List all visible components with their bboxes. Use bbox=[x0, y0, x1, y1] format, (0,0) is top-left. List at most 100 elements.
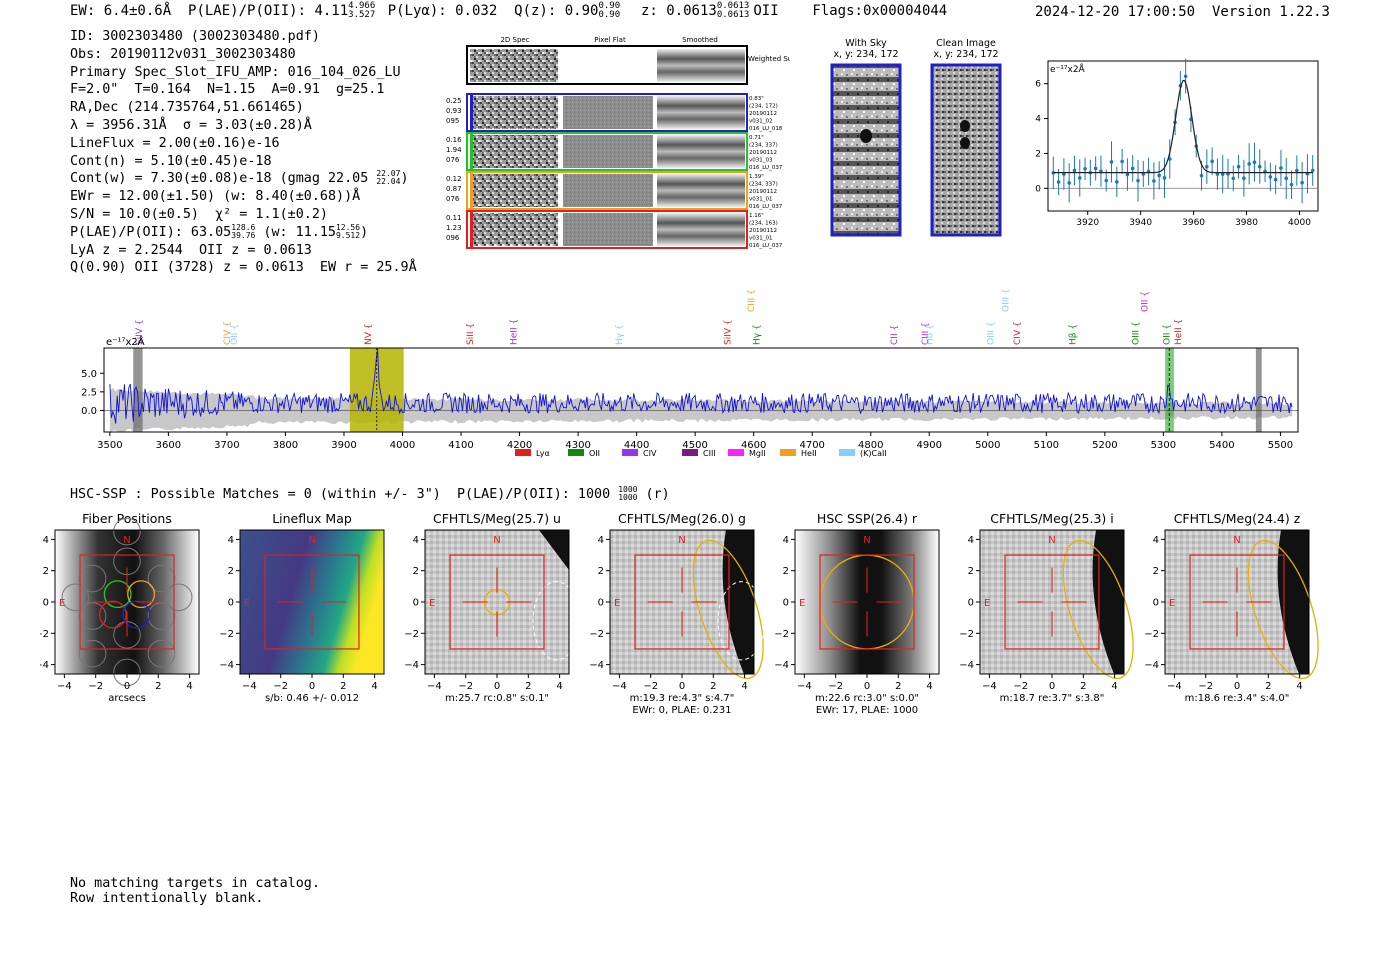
legend-label: CIII bbox=[703, 449, 716, 458]
thumb-xtick-label: −2 bbox=[1198, 681, 1213, 692]
zoom-xtick-label: 3940 bbox=[1129, 218, 1152, 228]
clean-source-2 bbox=[960, 137, 970, 149]
cutout-right-label: 0.71" bbox=[749, 135, 764, 141]
thumb-xtick-label: −4 bbox=[242, 681, 257, 692]
info-obs: Obs: 20190112v031_3002303480 bbox=[70, 46, 296, 62]
with-sky-xy: x, y: 234, 172 bbox=[833, 49, 899, 60]
bright-source bbox=[722, 530, 754, 674]
spectrum-xtick-label: 4500 bbox=[682, 440, 707, 451]
fiber-circle bbox=[113, 658, 141, 687]
zoom-point bbox=[1051, 171, 1056, 175]
cutout-right-label: v031_01 bbox=[749, 236, 773, 242]
cutout-smooth bbox=[657, 174, 745, 207]
spectrum-ytick-label: 0.0 bbox=[81, 406, 97, 417]
zoom-xtick-label: 3960 bbox=[1182, 218, 1205, 228]
cutout-left-label: 076 bbox=[446, 195, 460, 203]
bright-source bbox=[539, 530, 569, 570]
thumb-ytick-label: −4 bbox=[40, 660, 49, 671]
cutout-flat bbox=[563, 213, 653, 246]
cutout-right-label: 016_LU_037 bbox=[749, 243, 783, 249]
north-label: N bbox=[308, 535, 315, 546]
zoom-ytick-label: 6 bbox=[1035, 80, 1041, 90]
emission-line-label: OIII { bbox=[1131, 321, 1141, 345]
emission-line-name: OII { bbox=[230, 324, 240, 345]
cutout-left-label: 0.11 bbox=[446, 214, 462, 222]
thumbnail-panel: CFHTLS/Meg(26.0) g N E −4 −4 −2 −2 0 0 2 2 4 4 m:19.3… bbox=[589, 511, 766, 716]
spectrum-xtick-label: 4000 bbox=[390, 440, 415, 451]
legend-item: CIII bbox=[682, 449, 716, 458]
thumb-xtick-label: 4 bbox=[926, 681, 932, 692]
emission-line-label: Hγ { bbox=[753, 324, 763, 345]
emission-line-label: HeII { bbox=[1174, 319, 1184, 345]
hsc-range: 1000 1000 bbox=[618, 485, 638, 502]
emission-line-label: SiIV { bbox=[135, 319, 145, 345]
cutouts-panel: 2D Spec Pixel Flat Smoothed Weighted Sum… bbox=[446, 36, 790, 249]
zoom-point bbox=[1115, 180, 1119, 184]
thumb-xtick-label: −2 bbox=[273, 681, 288, 692]
info-lineflux: LineFlux = 2.00(±0.16)e-16 bbox=[70, 135, 280, 151]
thumb-ytick-label: −4 bbox=[774, 660, 789, 671]
info-lya: LyA z = 2.2544 OII z = 0.0613 bbox=[70, 242, 312, 258]
thumb-xtick-label: 2 bbox=[1080, 681, 1086, 692]
emission-line-name: CIV { bbox=[223, 321, 233, 345]
thumb-xtick-label: −4 bbox=[982, 681, 997, 692]
thumbnail-caption-2: EWr: 17, PLAE: 1000 bbox=[816, 705, 918, 716]
clean-title: Clean Image bbox=[936, 38, 996, 49]
cutout-flat bbox=[563, 96, 653, 129]
spectrum-plot: SiIV {CIV {OII {NV {SiII {HeII {Hγ {SiIV… bbox=[81, 288, 1299, 458]
thumb-ytick-label: −2 bbox=[1144, 629, 1159, 640]
emission-line-name: CII { bbox=[890, 325, 900, 345]
emission-line-name: Hγ { bbox=[615, 324, 625, 345]
thumb-ytick-label: −2 bbox=[404, 629, 419, 640]
bright-source bbox=[1092, 530, 1124, 674]
spectrum-xtick-label: 4100 bbox=[448, 440, 473, 451]
east-label: E bbox=[614, 598, 620, 609]
thumb-ytick-label: 0 bbox=[413, 598, 419, 609]
thumb-ytick-label: −4 bbox=[1144, 660, 1159, 671]
emission-line-name: CIII { bbox=[921, 322, 931, 345]
cutout-right-label: v031_03 bbox=[749, 158, 773, 164]
thumbnail-panel: CFHTLS/Meg(25.3) i N E −4 −4 −2 −2 0 0 2 2 4 4 m:18.7… bbox=[959, 511, 1134, 704]
fiber-circle bbox=[147, 639, 176, 668]
plae-w-range: 12.56 9.512 bbox=[335, 222, 361, 240]
thumb-ytick-label: 2 bbox=[598, 566, 604, 577]
info-primary: Primary Spec_Slot_IFU_AMP: 016_104_026_L… bbox=[70, 64, 401, 80]
qz-value: Q(z): 0.90 bbox=[514, 3, 599, 19]
legend-label: MgII bbox=[749, 449, 766, 458]
fiber-circle bbox=[78, 639, 107, 668]
cutout-row: 0.16 1.94 076 0.71" (234, 337)20190112 v031_0… bbox=[446, 132, 783, 171]
zoom-point bbox=[1125, 172, 1130, 177]
emission-line-label: SiII { bbox=[466, 323, 476, 345]
thumb-ytick-label: −2 bbox=[40, 629, 49, 640]
thumb-xtick-label: 2 bbox=[895, 681, 901, 692]
thumb-ytick-label: −2 bbox=[774, 629, 789, 640]
thumb-xtick-label: −4 bbox=[427, 681, 442, 692]
emission-line-name: OII { bbox=[1141, 291, 1151, 312]
zoom-point bbox=[1295, 168, 1299, 173]
search-box bbox=[1004, 554, 1100, 650]
selected-fiber bbox=[122, 600, 151, 629]
cutout-right-label: v031_02 bbox=[749, 119, 773, 125]
spectrum-xtick-label: 5100 bbox=[1034, 440, 1059, 451]
hsc-summary: HSC-SSP : Possible Matches = 0 (within +… bbox=[70, 485, 670, 503]
info-sn: S/N = 10.0(±0.5) χ² = 1.1(±0.2) bbox=[70, 206, 328, 222]
spectrum-ylabel: e⁻¹⁷x2Å bbox=[106, 335, 145, 348]
thumb-ytick-label: 4 bbox=[968, 535, 974, 546]
thumbnail-panel: HSC SSP(26.4) r N E −4 −4 −2 −2 0 0 2 2 4 4 m:22.6 rc… bbox=[774, 511, 940, 716]
cutout-row: 0.12 0.87 076 1.39" (234, 337)20190112 v031_0… bbox=[446, 171, 783, 210]
info-radec: RA,Dec (214.735764,51.661465) bbox=[70, 100, 304, 116]
thumb-xtick-label: 4 bbox=[556, 681, 562, 692]
zoom-point bbox=[1109, 160, 1114, 164]
zoom-point bbox=[1162, 176, 1167, 180]
thumb-ytick-label: 2 bbox=[1153, 566, 1159, 577]
masked-region bbox=[1255, 348, 1262, 432]
zoom-point bbox=[1289, 182, 1294, 187]
emission-line-name: Hδ { bbox=[925, 324, 935, 345]
fiber-circle bbox=[61, 583, 90, 612]
fiber-circle bbox=[147, 602, 176, 630]
spectrum-flux-line bbox=[109, 348, 1293, 424]
thumb-xtick-label: 4 bbox=[1296, 681, 1302, 692]
hsc-text: HSC-SSP : Possible Matches = 0 (within +… bbox=[70, 487, 611, 502]
spectrum-xtick-label: 5500 bbox=[1268, 440, 1293, 451]
